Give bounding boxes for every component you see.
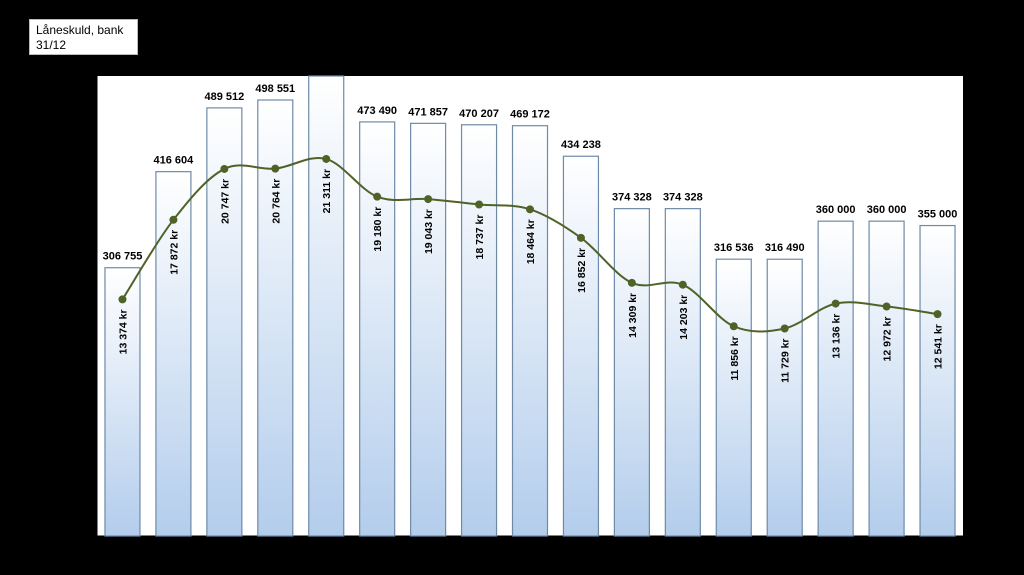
bar-cap [565, 157, 597, 163]
line-value-label: 13 374 kr [117, 309, 129, 354]
line-marker [271, 164, 280, 173]
bar [868, 220, 905, 537]
markers [118, 154, 942, 333]
line-marker [475, 200, 484, 209]
line-marker [220, 164, 229, 173]
line-value-label: 12 541 kr [933, 324, 945, 369]
line-value-label: 16 852 kr [576, 248, 588, 293]
bar [613, 208, 650, 537]
bar-cap [820, 222, 852, 228]
bar-cap [157, 172, 189, 178]
line-marker [526, 205, 534, 214]
line-marker [322, 154, 331, 163]
bar-cap [412, 124, 444, 130]
bar [104, 267, 141, 537]
line-value-label: 12 972 kr [882, 316, 894, 361]
line-marker [933, 310, 942, 319]
bar-labels: 306 755 416 604 489 512 498 551 473 490 471 8… [103, 83, 958, 263]
bar-cap [667, 209, 699, 215]
line-marker [831, 299, 840, 308]
bar [919, 224, 956, 537]
bar-value-label: 360 000 [867, 204, 907, 216]
line-marker [576, 233, 585, 242]
bar-cap [463, 125, 495, 131]
line-marker [373, 192, 382, 201]
line-marker [169, 215, 178, 224]
bar-value-label: 434 238 [561, 139, 601, 151]
line-value-label: 19 180 kr [372, 207, 384, 252]
bar-value-label: 360 000 [816, 204, 856, 216]
bar [766, 258, 803, 537]
bar [359, 121, 396, 537]
bar-cap [310, 77, 342, 82]
bar [511, 125, 549, 537]
line-marker [627, 278, 636, 287]
line-value-label: 18 464 kr [525, 219, 537, 264]
bar-value-label: 489 512 [204, 91, 244, 103]
bar-cap [769, 260, 801, 266]
bar [308, 75, 345, 537]
bar-cap [361, 122, 393, 128]
bar [410, 122, 447, 537]
bar-cap [208, 108, 240, 114]
bar-cap [259, 101, 291, 107]
bar-value-label: 306 755 [103, 251, 143, 263]
bar [817, 220, 854, 537]
line-marker [424, 195, 433, 204]
bar-value-label: 470 207 [459, 108, 499, 120]
line-value-label: 21 311 kr [321, 169, 333, 213]
bar [715, 258, 752, 537]
line-value-label: 14 203 kr [678, 295, 690, 340]
line-value-label: 20 764 kr [270, 179, 282, 224]
legend-line-2: 31/12 [36, 38, 67, 52]
bar-value-label: 316 536 [714, 242, 754, 254]
bar [206, 107, 243, 537]
line-value-label: 19 043 kr [423, 209, 435, 254]
bar [155, 171, 192, 537]
bar-value-label: 471 857 [408, 106, 448, 118]
line-value-label: 20 747 kr [219, 179, 231, 224]
bar-cap [616, 209, 648, 215]
line-marker [729, 322, 738, 331]
bar-cap [871, 222, 903, 228]
bar-value-label: 316 490 [765, 242, 805, 254]
bar-value-label: 374 328 [612, 192, 652, 204]
line-value-label: 18 737 kr [474, 214, 486, 259]
line-value-label: 17 872 kr [168, 230, 180, 275]
bar-cap [922, 226, 954, 232]
bars [104, 75, 956, 537]
bar-value-label: 374 328 [663, 192, 703, 204]
bar-cap [718, 260, 750, 266]
bar-value-label: 469 172 [510, 109, 550, 121]
bar-value-label: 498 551 [255, 83, 295, 95]
bar-value-label: 473 490 [357, 105, 397, 117]
line-marker [118, 295, 127, 304]
line-marker [678, 280, 687, 289]
bar [460, 124, 498, 537]
bar [257, 99, 294, 537]
bar-cap [106, 268, 138, 274]
line-labels: 13 374 kr 17 872 kr 20 747 kr 20 764 kr 21 3… [117, 169, 944, 383]
line-marker [780, 324, 789, 333]
legend-line-1: Låneskuld, bank [36, 23, 124, 37]
bar-value-label: 416 604 [154, 155, 195, 167]
line-value-label: 14 309 kr [627, 293, 639, 338]
bar [562, 155, 600, 537]
legend-box: Låneskuld, bank 31/12 [29, 19, 138, 55]
line-marker [882, 302, 891, 311]
bar-value-label: 355 000 [918, 209, 958, 221]
line-value-label: 11 856 kr [729, 336, 741, 380]
bar [664, 208, 701, 537]
line-value-label: 13 136 kr [831, 314, 843, 359]
line-value-label: 11 729 kr [780, 338, 792, 382]
bar-cap [514, 126, 546, 132]
